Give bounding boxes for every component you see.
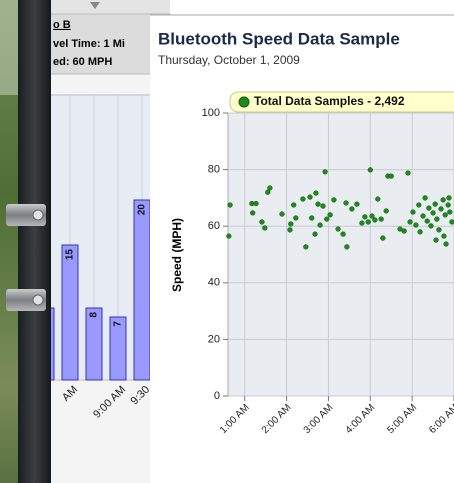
bolt	[33, 295, 43, 305]
data-point	[303, 244, 308, 249]
photo-overlay	[0, 0, 51, 483]
data-point	[228, 203, 233, 208]
data-point	[431, 210, 436, 215]
data-point	[375, 197, 380, 202]
data-point	[408, 220, 413, 225]
data-point	[362, 214, 367, 219]
data-point	[250, 210, 255, 215]
data-point	[288, 222, 293, 227]
bar	[134, 200, 150, 380]
data-point	[323, 169, 328, 174]
y-tick-label: 100	[202, 107, 220, 119]
bar	[86, 308, 102, 380]
legend-marker	[239, 97, 249, 107]
y-tick-label: 80	[208, 164, 220, 176]
data-point	[260, 220, 265, 225]
info-title: o B	[53, 19, 71, 31]
y-tick-label: 20	[208, 333, 220, 345]
data-point	[308, 195, 313, 200]
data-point	[254, 201, 259, 206]
data-point	[441, 197, 446, 202]
data-point	[280, 212, 285, 217]
data-point	[309, 216, 314, 221]
data-point	[324, 217, 329, 222]
data-point	[344, 244, 349, 249]
bar	[62, 245, 78, 380]
data-point	[425, 219, 430, 224]
data-point	[384, 209, 389, 214]
plot-area	[228, 113, 454, 396]
data-point	[355, 202, 360, 207]
data-point	[426, 206, 431, 211]
data-point	[341, 232, 346, 237]
data-point	[293, 216, 298, 221]
front-chart: Bluetooth Speed Data Sample Thursday, Oc…	[150, 15, 454, 483]
legend-label: Total Data Samples - 2,492	[254, 94, 405, 108]
data-point	[443, 212, 448, 217]
data-point	[416, 203, 421, 208]
data-point	[442, 234, 447, 239]
screenshot: o B vel Time: 1 Mi ed: 60 MPH 815AM879:0…	[0, 0, 454, 483]
data-point	[434, 217, 439, 222]
y-tick-label: 40	[208, 277, 220, 289]
data-point	[429, 224, 434, 229]
data-label: 15	[65, 249, 76, 261]
data-point	[313, 191, 318, 196]
data-point	[318, 223, 323, 228]
info-line: ed: 60 MPH	[53, 56, 112, 68]
y-tick-label: 0	[214, 390, 220, 402]
y-axis-label: Speed (MPH)	[170, 218, 184, 292]
data-point	[360, 221, 365, 226]
data-point	[437, 227, 442, 232]
pole	[18, 0, 51, 483]
data-point	[446, 203, 451, 208]
data-point	[423, 196, 428, 201]
data-point	[402, 229, 407, 234]
bolt	[33, 210, 43, 220]
data-point	[373, 218, 378, 223]
chart-subtitle: Thursday, October 1, 2009	[158, 53, 300, 67]
data-point	[380, 236, 385, 241]
data-point	[414, 223, 419, 228]
data-point	[316, 202, 321, 207]
data-point	[379, 217, 384, 222]
data-point	[439, 207, 444, 212]
data-point	[344, 201, 349, 206]
data-point	[389, 174, 394, 179]
data-label: 7	[113, 321, 124, 327]
info-line: vel Time: 1 Mi	[53, 38, 125, 50]
data-point	[444, 242, 449, 247]
data-point	[434, 238, 439, 243]
data-point	[331, 197, 336, 202]
data-label: 8	[89, 312, 100, 318]
data-point	[267, 186, 272, 191]
data-point	[262, 225, 267, 230]
data-point	[433, 202, 438, 207]
data-point	[336, 227, 341, 232]
data-point	[406, 171, 411, 176]
data-point	[421, 214, 426, 219]
data-point	[418, 229, 423, 234]
data-point	[321, 204, 326, 209]
data-point	[447, 210, 452, 215]
data-point	[368, 167, 373, 172]
data-point	[411, 210, 416, 215]
y-tick-label: 60	[208, 220, 220, 232]
data-point	[288, 227, 293, 232]
data-point	[226, 234, 231, 239]
chart-title: Bluetooth Speed Data Sample	[158, 29, 400, 48]
data-point	[313, 232, 318, 237]
data-point	[349, 207, 354, 212]
data-label: 20	[137, 204, 148, 216]
data-point	[301, 197, 306, 202]
data-point	[447, 196, 452, 201]
toolbar	[40, 0, 170, 14]
data-point	[450, 220, 454, 225]
data-point	[366, 220, 371, 225]
data-point	[328, 212, 333, 217]
data-point	[291, 203, 296, 208]
